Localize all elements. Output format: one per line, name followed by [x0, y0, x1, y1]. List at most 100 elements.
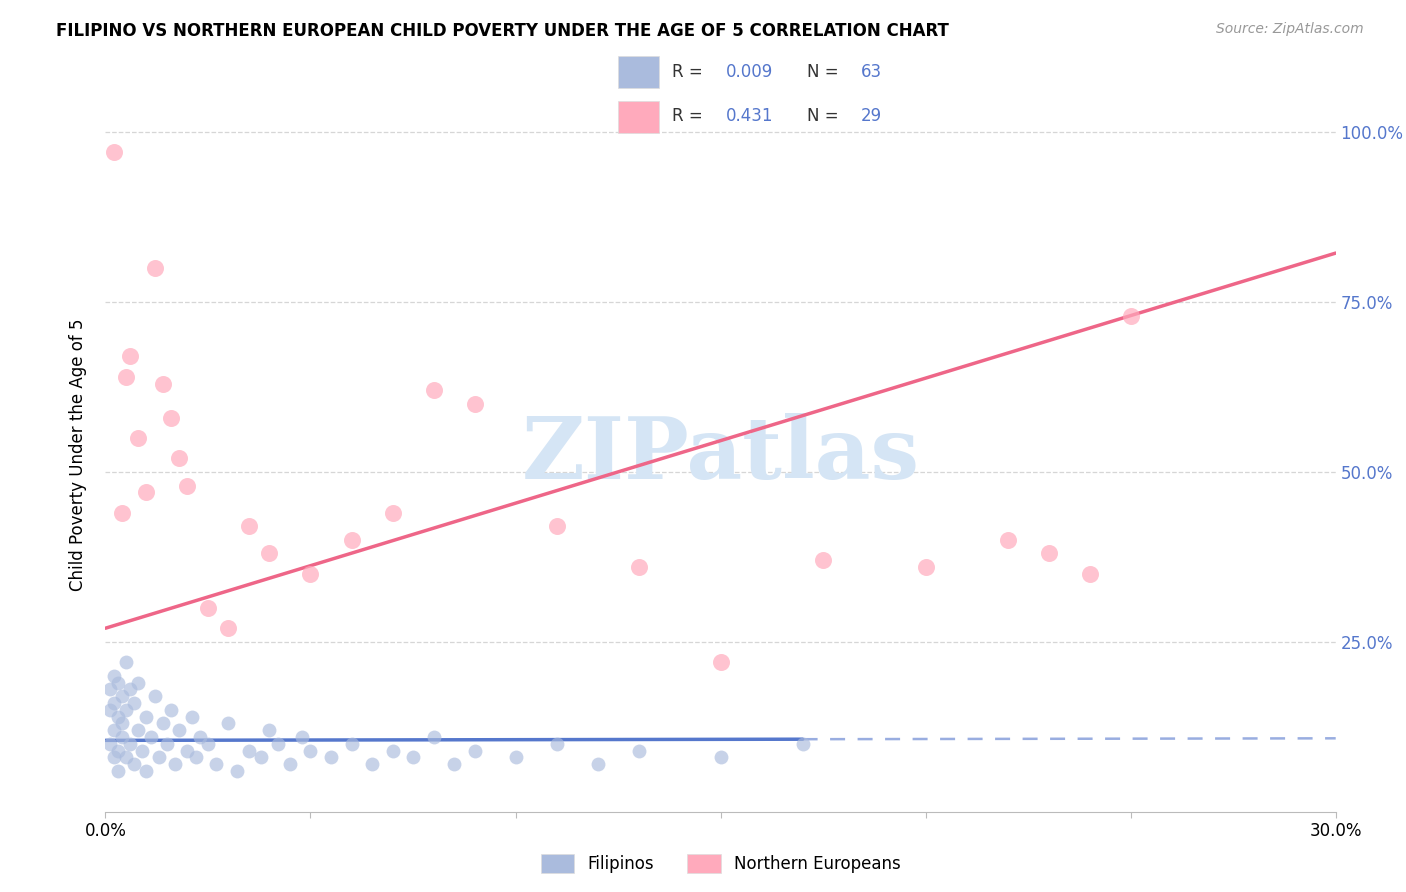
Point [143, 689, 166, 703]
Point [169, 723, 191, 738]
Point [218, 621, 240, 635]
Point [111, 689, 134, 703]
Point [107, 709, 129, 723]
Point [627, 743, 650, 757]
Point [148, 750, 170, 764]
Point [139, 730, 162, 744]
Point [997, 533, 1019, 547]
Point [127, 675, 149, 690]
Point [546, 519, 568, 533]
Text: R =: R = [672, 108, 709, 126]
Point [115, 750, 138, 764]
Point [120, 682, 141, 697]
Point [156, 737, 179, 751]
Point [103, 669, 125, 683]
Point [120, 737, 141, 751]
Point [627, 560, 650, 574]
Point [103, 696, 125, 710]
Point [152, 376, 174, 391]
Y-axis label: Child Poverty Under the Age of 5: Child Poverty Under the Age of 5 [69, 318, 87, 591]
Text: 0.431: 0.431 [725, 108, 773, 126]
Point [586, 757, 609, 772]
Text: Source: ZipAtlas.com: Source: ZipAtlas.com [1216, 22, 1364, 37]
Point [122, 757, 145, 772]
Point [135, 709, 157, 723]
Point [107, 764, 129, 778]
Point [169, 451, 191, 466]
Point [443, 757, 465, 772]
Point [111, 730, 134, 744]
Point [103, 750, 125, 764]
Point [422, 384, 444, 398]
Text: FILIPINO VS NORTHERN EUROPEAN CHILD POVERTY UNDER THE AGE OF 5 CORRELATION CHART: FILIPINO VS NORTHERN EUROPEAN CHILD POVE… [56, 22, 949, 40]
Point [143, 260, 166, 275]
Point [710, 750, 733, 764]
Point [250, 750, 273, 764]
Point [1119, 309, 1142, 323]
Point [197, 600, 219, 615]
Point [238, 519, 260, 533]
Point [103, 723, 125, 738]
Point [422, 730, 444, 744]
Point [546, 737, 568, 751]
Point [811, 553, 834, 567]
Point [464, 397, 486, 411]
Point [127, 431, 149, 445]
Point [107, 743, 129, 757]
Point [98, 703, 121, 717]
Point [127, 723, 149, 738]
Point [160, 410, 183, 425]
Point [267, 737, 290, 751]
Text: N =: N = [807, 108, 844, 126]
Bar [619, 55, 658, 88]
Point [505, 750, 527, 764]
Bar [619, 101, 658, 134]
Point [225, 764, 247, 778]
Point [135, 485, 157, 500]
Point [135, 764, 157, 778]
Point [340, 737, 363, 751]
Point [197, 737, 219, 751]
Point [299, 743, 322, 757]
Point [165, 757, 187, 772]
Point [103, 145, 125, 160]
Point [152, 716, 174, 731]
Point [115, 655, 138, 669]
Point [914, 560, 936, 574]
Point [340, 533, 363, 547]
Point [402, 750, 425, 764]
Point [176, 478, 198, 492]
Point [111, 506, 134, 520]
Point [259, 546, 281, 560]
Point [111, 716, 134, 731]
Point [710, 655, 733, 669]
Point [184, 750, 207, 764]
Point [291, 730, 314, 744]
Text: 63: 63 [860, 62, 882, 80]
Point [98, 682, 121, 697]
Point [176, 743, 198, 757]
Point [1038, 546, 1060, 560]
Point [381, 743, 404, 757]
Point [238, 743, 260, 757]
Text: N =: N = [807, 62, 844, 80]
Point [464, 743, 486, 757]
Point [107, 675, 129, 690]
Text: ZIPatlas: ZIPatlas [522, 413, 920, 497]
Point [131, 743, 153, 757]
Point [381, 506, 404, 520]
Point [205, 757, 228, 772]
Text: 0.009: 0.009 [725, 62, 773, 80]
Point [160, 703, 183, 717]
Point [98, 737, 121, 751]
Point [792, 737, 814, 751]
Point [115, 369, 138, 384]
Point [188, 730, 211, 744]
Point [319, 750, 342, 764]
Point [218, 716, 240, 731]
Point [115, 703, 138, 717]
Point [120, 350, 141, 364]
Legend: Filipinos, Northern Europeans: Filipinos, Northern Europeans [534, 847, 907, 880]
Point [278, 757, 301, 772]
Point [299, 566, 322, 581]
